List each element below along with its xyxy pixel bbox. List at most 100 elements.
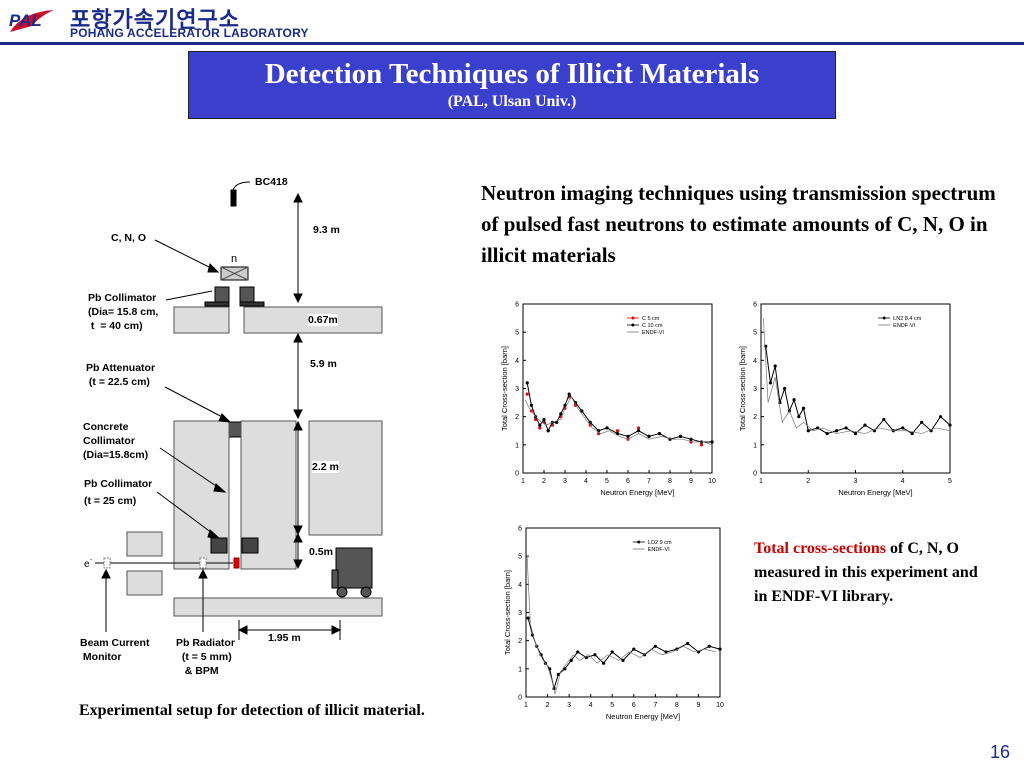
x-tick-label: 4 [589,702,593,709]
data-point [538,423,542,427]
x-tick-label: 10 [716,702,724,709]
y-tick-label: 2 [515,414,519,421]
data-point [626,434,630,438]
plot-frame [760,303,951,474]
detector-label: BC418 [255,176,288,188]
data-point [546,429,550,433]
x-tick-label: 3 [567,702,571,709]
data-point [576,650,580,654]
pb-attenuator-label: Pb Attenuator (t = 22.5 cm) [86,362,156,388]
series-line [526,556,716,695]
shield-block-1 [126,531,163,557]
data-point [707,644,711,648]
distance-9-3m: 9.3 m [313,224,340,236]
y-tick-label: 5 [515,330,519,337]
x-tick-label: 6 [626,478,630,485]
cart-body [335,547,373,589]
x-tick-label: 4 [584,478,588,485]
x-tick-label: 1 [521,478,525,485]
y-tick-label: 5 [518,554,522,561]
x-tick-label: 5 [948,478,952,485]
data-point [593,653,597,657]
electron-superscript: - [90,557,93,564]
x-tick-label: 1 [524,702,528,709]
y-axis-label: Total Cross-section [barn] [738,346,747,431]
y-tick-label: 4 [753,358,757,365]
page-number: 16 [990,742,1011,762]
distance-0-67m: 0.67m [308,314,338,326]
diagram-caption: Experimental setup for detection of illi… [79,702,425,719]
legend-marker [637,540,641,544]
data-point [699,443,704,447]
distance-2-2m: 2.2 m [312,461,339,473]
label-leaders [101,239,232,632]
series-line [524,396,713,446]
x-tick-label: 2 [546,702,550,709]
concrete-right [308,420,383,536]
data-point [525,381,529,385]
plot-caption-highlight: Total cross-sections [754,540,886,557]
legend-label: ENDF-VI [648,547,670,553]
y-tick-label: 3 [518,610,522,617]
data-point [647,434,651,438]
data-point [806,429,810,433]
x-tick-label: 7 [653,702,657,709]
monitor-marker [103,557,111,569]
data-point [718,647,722,651]
data-point [588,420,592,424]
legend-label: ENDF-VI [893,323,915,329]
neutron-label: n [231,253,237,265]
data-point [901,426,905,430]
data-point [563,667,567,671]
data-point [657,431,662,436]
plot-caption: Total cross-sections of C, N, O measured… [754,537,984,609]
data-point [678,434,683,438]
plot-frame [525,527,721,698]
pb-radiator-label: Pb Radiator (t = 5 mm) & BPM [176,637,235,677]
pal-logo-text: PAL [9,11,42,30]
data-point [615,431,620,436]
data-point [653,644,657,648]
diagram-shapes [95,181,383,640]
y-tick-label: 0 [515,471,519,478]
pb-collimator-bottom-label: Pb Collimator (t = 25 cm) [84,478,153,507]
data-point [801,406,806,410]
cart-wheel-left [336,586,348,598]
pb-collimator-top-label: Pb Collimator (Dia= 15.8 cm, t = 40 cm) [88,292,159,332]
data-point [910,431,914,436]
y-axis-label: Total Cross-section [barn] [500,346,509,431]
x-tick-label: 5 [605,478,609,485]
pb-collimator-bottom-left [210,537,228,554]
data-point [783,386,787,391]
title-box: Detection Techniques of Illicit Material… [188,51,836,119]
data-point [792,398,796,402]
beam-current-monitor-label: Beam Current Monitor [80,637,150,663]
data-point [526,616,530,620]
shield-block-2 [126,570,163,596]
data-point [835,429,839,433]
y-tick-label: 4 [518,582,522,589]
x-tick-label: 3 [854,478,858,485]
x-tick-label: 3 [563,478,567,485]
concrete-collimator-label: Concrete Collimator (Dia=15.8cm) [83,421,149,461]
x-tick-label: 8 [668,478,672,485]
description-text: Neutron imaging techniques using transmi… [481,181,996,267]
data-point [689,437,693,441]
x-tick-label: 2 [542,478,546,485]
data-point [529,403,533,407]
x-tick-label: 5 [610,702,614,709]
data-point [938,415,943,419]
pb-collimator-top-left [214,286,230,304]
y-tick-label: 4 [515,358,519,365]
x-tick-label: 9 [696,702,700,709]
x-tick-label: 10 [708,478,716,485]
x-tick-label: 1 [759,478,763,485]
data-point [615,429,620,433]
data-point [556,672,560,677]
detector-leader [232,181,251,191]
data-point [825,431,829,436]
pb-radiator-target [233,557,240,569]
